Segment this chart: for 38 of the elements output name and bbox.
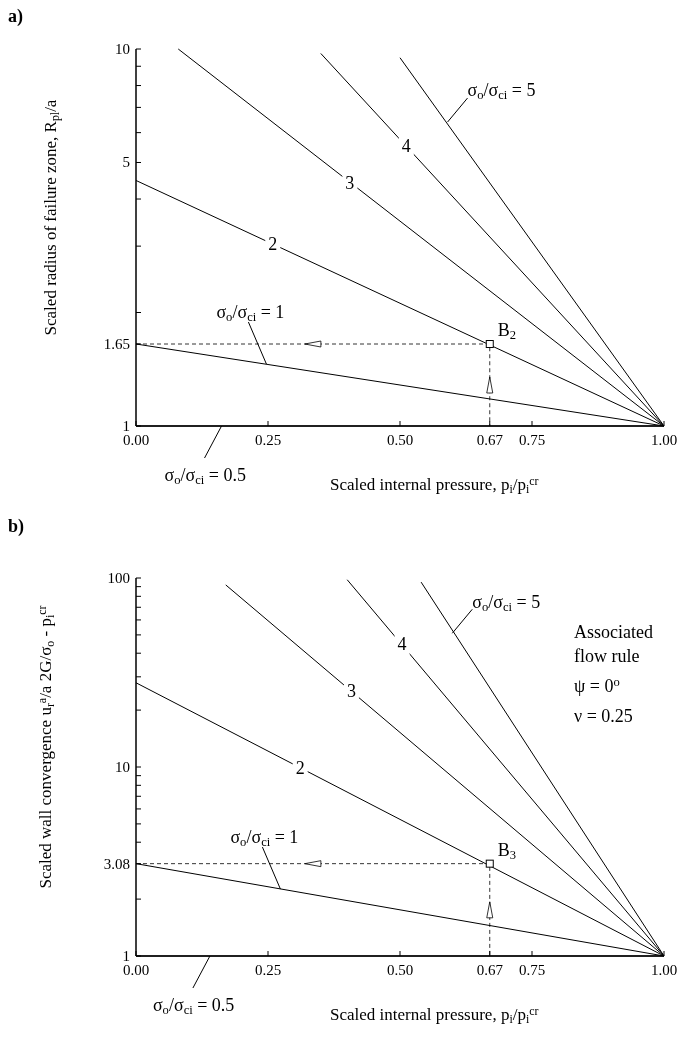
x-tick-label: 1.00 — [650, 962, 678, 978]
x-tick-label: 0.75 — [518, 962, 546, 978]
y-tick-label: 1.65 — [103, 336, 130, 353]
x-tick-label: 0.50 — [386, 962, 414, 978]
y-tick-label: 1 — [122, 948, 130, 964]
annotation: σ$_{o}$/σ$_{ci}$ = 5 — [467, 80, 536, 103]
x-tick-label: 0.50 — [386, 432, 414, 448]
x-tick-label: 0.67 — [476, 962, 504, 978]
annotation: ψ = 0$^{o}$ — [574, 675, 620, 696]
chart-title: a) — [8, 6, 23, 27]
annotation: σ$_{o}$/σ$_{ci}$ = 0.5 — [152, 995, 235, 1018]
annotation: 3 — [346, 681, 356, 702]
series-label: B$_{2}$ — [497, 320, 517, 343]
x-tick-label: 0.00 — [122, 432, 150, 448]
annotation: 4 — [397, 634, 407, 655]
y-tick-label: 3.08 — [103, 855, 130, 872]
y-tick-label: 5 — [122, 154, 130, 171]
x-tick-label: 0.00 — [122, 962, 150, 978]
y-tick-label: 10 — [115, 41, 130, 57]
annotation: σ$_{o}$/σ$_{ci}$ = 5 — [472, 591, 541, 614]
y-tick-label: 10 — [115, 759, 130, 775]
annotation: σ$_{o}$/σ$_{ci}$ = 1 — [216, 302, 285, 325]
x-tick-label: 0.75 — [518, 432, 546, 448]
annotation: ν = 0.25 — [574, 706, 633, 726]
x-tick-label: 0.25 — [254, 432, 282, 448]
annotation: 4 — [401, 136, 411, 157]
annotation: 2 — [268, 233, 278, 254]
chart-title: b) — [8, 516, 25, 537]
annotation: σ$_{o}$/σ$_{ci}$ = 0.5 — [164, 465, 246, 488]
series-label: B$_{3}$ — [497, 839, 517, 862]
y-tick-label: 100 — [107, 570, 130, 586]
annotation: 2 — [295, 757, 305, 778]
x-tick-label: 1.00 — [650, 432, 678, 448]
y-tick-label: 1 — [122, 418, 130, 434]
annotation: σ$_{o}$/σ$_{ci}$ = 1 — [230, 827, 299, 850]
annotation: 3 — [345, 173, 355, 194]
x-tick-label: 0.67 — [476, 432, 504, 448]
x-tick-label: 0.25 — [254, 962, 282, 978]
